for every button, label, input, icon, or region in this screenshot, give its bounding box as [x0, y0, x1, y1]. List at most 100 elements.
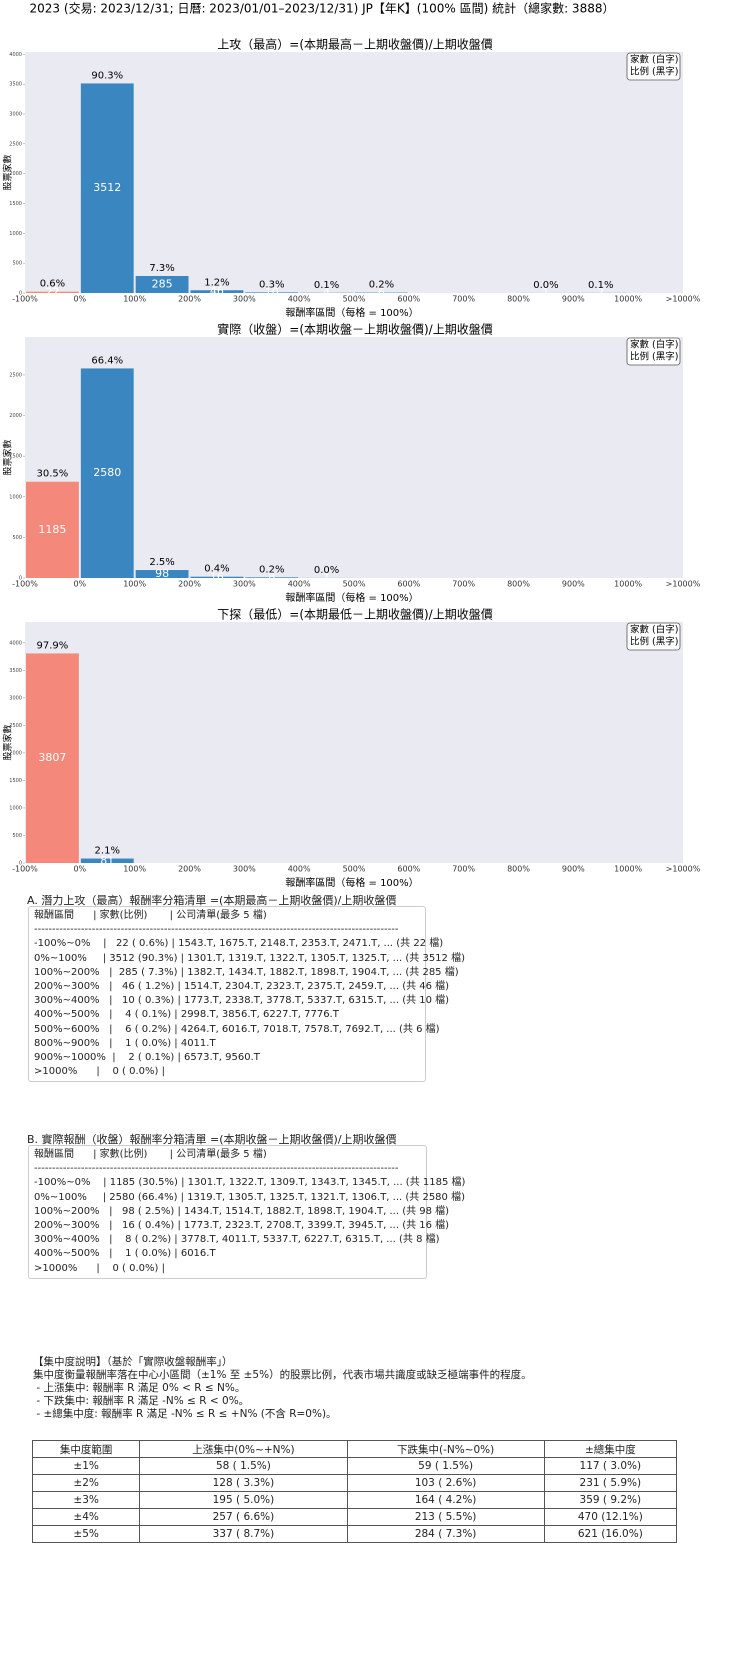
- table-row: ±2% 128 ( 3.3%) 103 ( 2.6%) 231 ( 5.9%): [31, 1474, 678, 1492]
- y-tick-label: 500: [12, 833, 22, 839]
- x-tick-label: 0%: [73, 865, 86, 874]
- y-tick-label: 1500: [9, 454, 22, 460]
- y-tick-label: 2500: [9, 372, 22, 378]
- note-line: - 上漲集中: 報酬率 R 滿足 0% < R ≤ N%。: [33, 1382, 246, 1394]
- percent-label: 0.4%: [204, 564, 229, 575]
- x-tick-label: 600%: [397, 295, 420, 304]
- y-tick-label: 500: [12, 261, 22, 267]
- percent-label: 0.0%: [533, 280, 558, 291]
- count-label: 1185: [38, 523, 66, 536]
- x-tick-label: 700%: [452, 580, 475, 589]
- x-tick-label: 200%: [178, 865, 201, 874]
- chart-title: 上攻（最高）=(本期最高－上期收盤價)/上期收盤價: [217, 37, 492, 52]
- y-tick-label: 1500: [9, 201, 22, 207]
- list-line: ----------------------------------------…: [34, 1163, 399, 1175]
- x-tick-label: 0%: [73, 295, 86, 304]
- percent-label: 0.1%: [588, 280, 613, 291]
- x-tick-label: 900%: [562, 580, 585, 589]
- chart-title: 下探（最低）=(本期最低－上期收盤價)/上期收盤價: [217, 608, 492, 622]
- chart-title: 實際（收盤）=(本期收盤－上期收盤價)/上期收盤價: [217, 322, 492, 337]
- x-tick-label: 300%: [233, 580, 256, 589]
- y-tick-label: 0: [19, 291, 22, 297]
- list-line: 500%~600% | 6 ( 0.2%) | 4264.T, 6016.T, …: [34, 1023, 440, 1035]
- list-line: -100%~0% | 1185 (30.5%) | 1301.T, 1322.T…: [34, 1177, 466, 1189]
- legend-label: 家數 (白字): [630, 54, 678, 66]
- x-tick-label: 900%: [562, 865, 585, 874]
- count-label: 81: [100, 854, 114, 867]
- table-cell: 337 ( 8.7%): [139, 1525, 348, 1543]
- y-tick-label: 1000: [9, 805, 22, 811]
- count-label: 16: [210, 570, 224, 583]
- legend-box: [626, 622, 681, 651]
- count-label: 285: [152, 277, 173, 290]
- header-cell: 集中度範圍: [31, 1440, 141, 1458]
- x-axis-label: 報酬率區間（每格 = 100%）: [285, 876, 418, 889]
- table-cell: ±2%: [31, 1474, 141, 1492]
- percent-label: 1.2%: [204, 277, 229, 288]
- percent-label: 0.3%: [259, 279, 284, 290]
- list-line: 300%~400% | 10 ( 0.3%) | 1773.T, 2338.T,…: [34, 995, 450, 1007]
- page-title: 2023 (交易: 2023/12/31; 日曆: 2023/01/01–202…: [30, 1, 615, 16]
- count-label: 98: [155, 567, 169, 580]
- table-cell: 621 (16.0%): [543, 1525, 678, 1543]
- x-tick-label: 600%: [397, 865, 420, 874]
- table-cell: 128 ( 3.3%): [139, 1474, 348, 1492]
- table-row: ±3% 195 ( 5.0%) 164 ( 4.2%) 359 ( 9.2%): [31, 1491, 678, 1509]
- percent-label: 0.2%: [369, 280, 394, 291]
- list-line: 0%~100% | 3512 (90.3%) | 1301.T, 1319.T,…: [34, 952, 465, 964]
- count-label: 10: [265, 286, 279, 299]
- y-tick-label: 1000: [9, 231, 22, 237]
- table-cell: 195 ( 5.0%): [139, 1491, 348, 1509]
- table-cell: 359 ( 9.2%): [543, 1491, 678, 1509]
- list-line: ----------------------------------------…: [34, 924, 399, 936]
- list-line: 400%~500% | 4 ( 0.1%) | 2998.T, 3856.T, …: [34, 1009, 339, 1021]
- table-header: 集中度範圍 上漲集中(0%~+N%) 下跌集中(-N%~0%) ±總集中度: [31, 1440, 678, 1458]
- bar: [135, 275, 189, 293]
- charts: 2023 (交易: 2023/12/31; 日曆: 2023/01/01–202…: [2, 1, 701, 890]
- x-tick-label: 700%: [452, 865, 475, 874]
- table-cell: 284 ( 7.3%): [346, 1525, 545, 1543]
- x-tick-label: 400%: [288, 295, 311, 304]
- y-tick-label: 1500: [9, 778, 22, 784]
- y-tick-label: 4000: [9, 640, 22, 646]
- table-cell: 213 ( 5.5%): [346, 1508, 545, 1526]
- plot-area: [25, 337, 683, 578]
- bar: [26, 291, 79, 293]
- y-tick-label: 2500: [9, 723, 22, 729]
- list-line: 900%~1000% | 2 ( 0.1%) | 6573.T, 9560.T: [34, 1052, 260, 1064]
- x-tick-label: 1000%: [614, 580, 642, 589]
- bar: [190, 290, 244, 293]
- x-tick-label: -100%: [12, 865, 38, 874]
- percent-label: 66.4%: [91, 355, 123, 366]
- table-row: ±5% 337 ( 8.7%) 284 ( 7.3%) 621 (16.0%): [31, 1525, 678, 1543]
- table-row: ±1% 58 ( 1.5%) 59 ( 1.5%) 117 ( 3.0%): [31, 1457, 678, 1475]
- legend-label: 比例 (黑字): [630, 636, 678, 648]
- y-tick-label: 2500: [9, 141, 22, 147]
- percent-label: 7.3%: [149, 263, 174, 274]
- count-label: 1: [542, 286, 549, 299]
- note-line: 集中度衡量報酬率落在中心小區間（±1% 至 ±5%）的股票比例，代表市場共識度或…: [33, 1369, 532, 1381]
- table-cell: 117 ( 3.0%): [543, 1457, 678, 1475]
- y-tick-label: 2000: [9, 750, 22, 756]
- x-tick-label: 200%: [178, 580, 201, 589]
- concentration-table: 集中度範圍 上漲集中(0%~+N%) 下跌集中(-N%~0%) ±總集中度 ±1% 58 …: [31, 1440, 678, 1543]
- bar: [26, 481, 79, 578]
- y-tick-label: 3000: [9, 695, 22, 701]
- list-line: 100%~200% | 98 ( 2.5%) | 1434.T, 1514.T,…: [34, 1205, 450, 1217]
- percent-label: 0.6%: [40, 279, 65, 290]
- note-title: 【集中度說明】（基於「實際收盤報酬率」）: [33, 1356, 233, 1368]
- list-line: 200%~300% | 16 ( 0.4%) | 1773.T, 2323.T,…: [34, 1220, 450, 1232]
- y-tick-label: 3500: [9, 668, 22, 674]
- y-axis-label: 股票家數: [2, 724, 14, 760]
- table-cell: ±5%: [31, 1525, 141, 1543]
- x-tick-label: >1000%: [666, 580, 701, 589]
- x-tick-label: 0%: [73, 580, 86, 589]
- list-line: >1000% | 0 ( 0.0%) |: [34, 1262, 165, 1274]
- bar: [80, 858, 134, 863]
- x-tick-label: >1000%: [666, 295, 701, 304]
- percent-label: 0.2%: [259, 564, 284, 575]
- y-tick-label: 0: [19, 861, 22, 867]
- x-tick-label: 1000%: [614, 865, 642, 874]
- x-tick-label: 800%: [507, 295, 530, 304]
- percent-label: 0.0%: [314, 565, 339, 576]
